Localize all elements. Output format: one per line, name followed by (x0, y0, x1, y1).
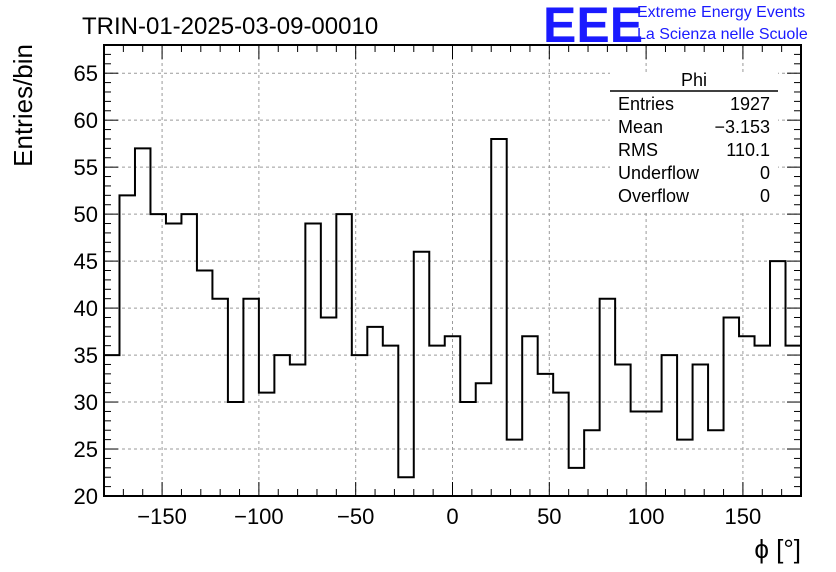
stats-row-label: Entries (618, 94, 674, 114)
histogram-bin (398, 477, 413, 496)
stats-box: Phi Entries 1927 Mean −3.153 RMS 110.1 Underfl… (610, 70, 778, 212)
x-tick-label: 0 (446, 504, 458, 529)
x-tick-label: −50 (337, 504, 374, 529)
histogram-bin (119, 195, 134, 496)
histogram-bin (321, 317, 336, 496)
histogram-bin (476, 383, 491, 496)
y-tick-label: 45 (74, 249, 98, 274)
histogram-bin (491, 139, 506, 496)
histogram-bin (801, 271, 816, 497)
run-title: TRIN-01-2025-03-09-00010 (82, 13, 378, 40)
histogram-bin (243, 299, 258, 496)
logo-line2: La Scienza nelle Scuole (637, 26, 808, 43)
histogram-bin (584, 430, 599, 496)
histogram-bin (414, 252, 429, 496)
histogram-bin (150, 214, 165, 496)
histogram-bin (677, 440, 692, 496)
y-tick-label: 20 (74, 484, 98, 509)
histogram-bin (460, 402, 475, 496)
histogram-bin (600, 299, 615, 496)
histogram-outline (104, 137, 801, 496)
x-tick-label: −150 (137, 504, 187, 529)
axes: −150 −100 −50 0 50 100 150 20 25 30 35 40 45 50 55 60 65 (74, 44, 802, 529)
histogram-bin (832, 346, 836, 496)
histogram-bin (755, 346, 770, 496)
stats-row-label: Overflow (618, 186, 690, 206)
stats-row-value: 110.1 (726, 140, 770, 160)
histogram-bin (166, 224, 181, 496)
stats-row-label: Underflow (618, 163, 700, 183)
y-tick-label: 60 (74, 108, 98, 133)
histogram-bin (181, 214, 196, 496)
histogram-bin (383, 346, 398, 496)
stats-row-label: RMS (618, 140, 658, 160)
x-tick-label: 100 (628, 504, 665, 529)
y-tick-label: 55 (74, 155, 98, 180)
histogram-bin (662, 355, 677, 496)
x-tick-label: 150 (725, 504, 762, 529)
stats-box-background (610, 72, 778, 212)
stats-rows: Entries 1927 Mean −3.153 RMS 110.1 Underflow 0 O… (618, 94, 770, 206)
histogram-bin (646, 411, 661, 496)
histogram-bin (770, 261, 785, 496)
histogram-bin (569, 468, 584, 496)
histogram-bin (445, 336, 460, 496)
stats-box-title: Phi (681, 70, 707, 90)
histogram-bin (538, 374, 553, 496)
histogram-bin (274, 355, 289, 496)
histogram-bin (693, 364, 708, 496)
y-tick-label: 65 (74, 61, 98, 86)
x-tick-label: −100 (234, 504, 284, 529)
stats-row-value: −3.153 (714, 117, 770, 137)
histogram-bin (739, 336, 754, 496)
y-tick-label: 35 (74, 343, 98, 368)
histogram-bin (104, 355, 119, 496)
histogram-bin (305, 224, 320, 496)
y-tick-label: 40 (74, 296, 98, 321)
histogram-bin (507, 440, 522, 496)
histogram-bin (336, 214, 351, 496)
stats-row-value: 0 (760, 163, 770, 183)
histogram-bin (367, 327, 382, 496)
histogram-bin (212, 299, 227, 496)
x-axis-label: ϕ [°] (754, 534, 801, 564)
logo-line1: Extreme Energy Events (637, 4, 805, 21)
grid-lines (104, 45, 801, 496)
histogram-bins (104, 137, 836, 497)
histogram-bin (135, 148, 150, 496)
x-tick-label: 50 (537, 504, 561, 529)
stats-row-value: 0 (760, 186, 770, 206)
histogram-bin (352, 355, 367, 496)
stats-row-label: Mean (618, 117, 663, 137)
histogram-bin (228, 402, 243, 496)
histogram-bin (522, 336, 537, 496)
histogram-bin (816, 261, 831, 496)
y-tick-label: 50 (74, 202, 98, 227)
histogram-bin (615, 364, 630, 496)
y-tick-label: 30 (74, 390, 98, 415)
y-axis-label: Entries/bin (8, 44, 38, 167)
histogram-bin (197, 271, 212, 497)
histogram-bin (631, 411, 646, 496)
histogram-bin (708, 430, 723, 496)
histogram-bin (724, 317, 739, 496)
histogram-bin (553, 393, 568, 496)
histogram-bin (429, 346, 444, 496)
histogram-bin (259, 393, 274, 496)
histogram-bin (290, 364, 305, 496)
y-tick-label: 25 (74, 437, 98, 462)
stats-row-value: 1927 (730, 94, 770, 114)
